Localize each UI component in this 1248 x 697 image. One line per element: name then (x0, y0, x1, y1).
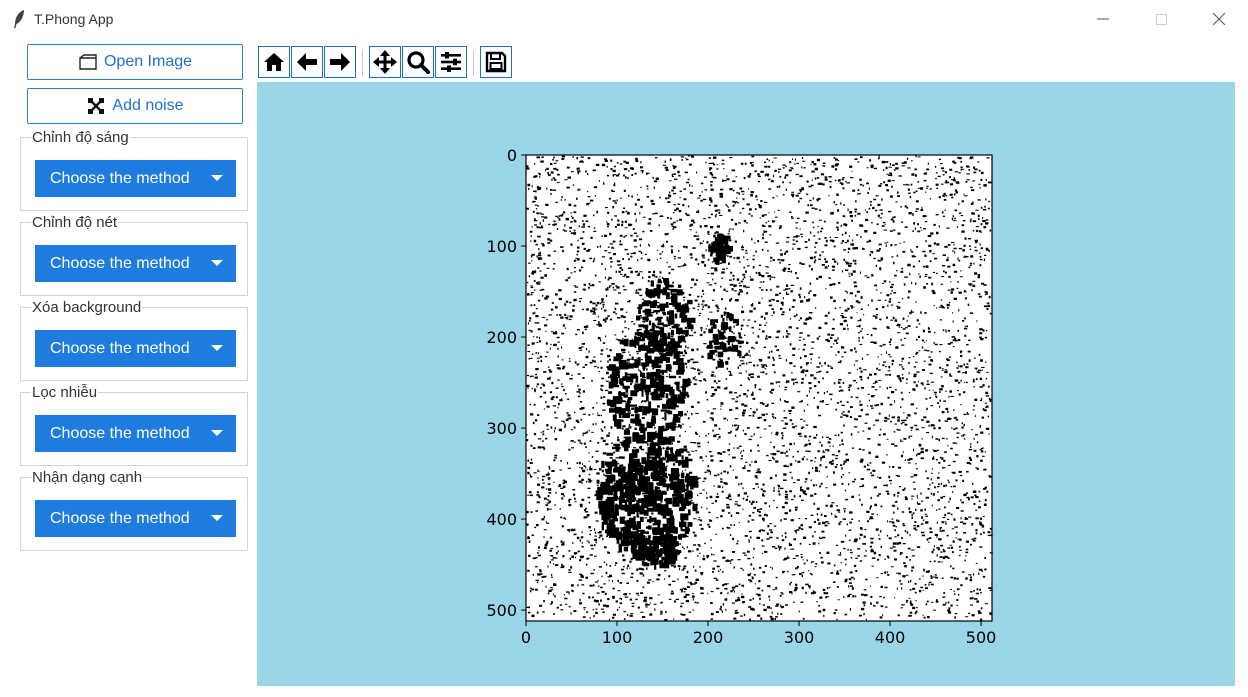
brightness-method-select[interactable]: Choose the method (35, 160, 236, 197)
add-noise-label: Add noise (112, 97, 184, 114)
forward-arrow-icon (330, 53, 350, 71)
group-label: Chỉnh độ sáng (31, 129, 130, 146)
caret-down-icon (211, 175, 223, 181)
back-button[interactable] (291, 46, 323, 78)
select-value: Choose the method (50, 254, 190, 272)
y-tick-label: 0 (507, 146, 517, 165)
noise-filter-method-select[interactable]: Choose the method (35, 415, 236, 452)
cross-arrows-icon (86, 96, 106, 116)
select-value: Choose the method (50, 339, 190, 357)
add-noise-button[interactable]: Add noise (27, 88, 243, 124)
save-icon (485, 51, 507, 73)
pan-button[interactable] (369, 46, 401, 78)
title-bar: T.Phong App (0, 0, 1248, 38)
zoom-icon (407, 51, 430, 74)
group-background-removal: Xóa background Choose the method (20, 299, 248, 381)
close-button[interactable] (1190, 0, 1248, 38)
y-tick-label: 500 (486, 601, 517, 620)
toolbar-separator (473, 50, 474, 76)
folder-icon (78, 52, 98, 72)
dark-region (595, 233, 744, 570)
pan-icon (373, 50, 397, 74)
plot-figure: 0 100 200 300 400 500 0 100 200 300 400 500 (486, 146, 996, 647)
x-tick-label: 100 (602, 628, 633, 647)
edge-image (525, 154, 993, 622)
caret-down-icon (211, 515, 223, 521)
y-tick-label: 400 (486, 510, 517, 529)
zoom-button[interactable] (402, 46, 434, 78)
y-axis: 0 100 200 300 400 500 (486, 146, 526, 620)
toolbar-separator (362, 50, 363, 76)
minimize-button[interactable] (1074, 0, 1132, 38)
plot-canvas[interactable]: 0 100 200 300 400 500 0 100 200 300 400 500 (257, 82, 1235, 686)
x-tick-label: 0 (521, 628, 531, 647)
maximize-button[interactable] (1132, 0, 1190, 38)
configure-subplots-icon (441, 52, 461, 72)
x-axis: 0 100 200 300 400 500 (521, 621, 996, 647)
group-edge-detection: Nhận dạng cạnh Choose the method (20, 469, 248, 551)
group-sharpness: Chỉnh độ nét Choose the method (20, 214, 248, 296)
select-value: Choose the method (50, 424, 190, 442)
close-icon (1213, 13, 1225, 25)
group-label: Xóa background (31, 299, 143, 316)
x-tick-label: 400 (875, 628, 906, 647)
home-button[interactable] (258, 46, 290, 78)
open-image-button[interactable]: Open Image (27, 44, 243, 80)
group-brightness: Chỉnh độ sáng Choose the method (20, 129, 248, 211)
background-method-select[interactable]: Choose the method (35, 330, 236, 367)
select-value: Choose the method (50, 169, 190, 187)
group-label: Chỉnh độ nét (31, 214, 119, 231)
x-tick-label: 300 (784, 628, 815, 647)
x-tick-label: 200 (693, 628, 724, 647)
caret-down-icon (211, 430, 223, 436)
open-image-label: Open Image (103, 53, 193, 70)
y-tick-label: 300 (486, 419, 517, 438)
x-tick-label: 500 (966, 628, 997, 647)
group-noise-filter: Lọc nhiễu Choose the method (20, 384, 248, 466)
configure-subplots-button[interactable] (435, 46, 467, 78)
sharpness-method-select[interactable]: Choose the method (35, 245, 236, 282)
caret-down-icon (211, 345, 223, 351)
y-tick-label: 200 (486, 328, 517, 347)
group-label: Lọc nhiễu (31, 384, 99, 401)
forward-button[interactable] (324, 46, 356, 78)
y-tick-label: 100 (486, 237, 517, 256)
feather-icon (14, 10, 24, 28)
minimize-icon (1097, 18, 1109, 20)
caret-down-icon (211, 260, 223, 266)
group-label: Nhận dạng cạnh (31, 469, 144, 486)
edge-method-select[interactable]: Choose the method (35, 500, 236, 537)
window-title: T.Phong App (34, 11, 114, 27)
back-arrow-icon (297, 53, 317, 71)
home-icon (264, 53, 284, 71)
save-button[interactable] (480, 46, 512, 78)
maximize-icon (1155, 13, 1167, 25)
select-value: Choose the method (50, 509, 190, 527)
